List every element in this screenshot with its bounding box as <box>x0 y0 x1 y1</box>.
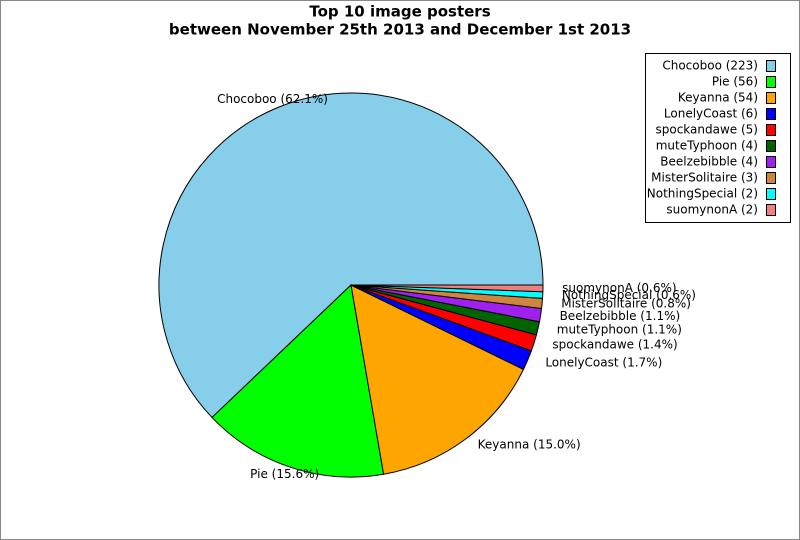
legend-swatch <box>766 60 776 72</box>
legend-swatch <box>766 156 776 168</box>
slice-label: Keyanna (15.0%) <box>478 437 581 451</box>
chart-subtitle: between November 25th 2013 and December … <box>169 21 631 39</box>
legend-swatch <box>766 92 776 104</box>
pie-slice <box>350 284 544 293</box>
legend-label: spockandawe (5) <box>656 123 759 137</box>
slice-label: LonelyCoast (1.7%) <box>545 356 662 370</box>
legend-swatch <box>766 172 776 184</box>
pie-slice <box>211 283 385 478</box>
slice-label: NothingSpecial (0.6%) <box>562 288 696 302</box>
legend-label: Chocoboo (223) <box>662 59 758 73</box>
legend-label: Beelzebibble (4) <box>660 155 758 169</box>
legend-swatch <box>766 188 776 200</box>
legend-label: Pie (56) <box>712 75 758 89</box>
slice-label: Pie (15.6%) <box>250 467 319 481</box>
chart-title: Top 10 image posters <box>309 3 490 21</box>
legend-swatch <box>766 140 776 152</box>
pie-slice <box>158 92 544 419</box>
slice-label: spockandawe (1.4%) <box>552 338 677 352</box>
legend-swatch <box>766 76 776 88</box>
pie-slice <box>350 284 525 475</box>
legend-label: NothingSpecial (2) <box>647 187 758 201</box>
slice-label: Chocoboo (62.1%) <box>217 92 328 106</box>
legend-label: muteTyphoon (4) <box>656 139 758 153</box>
slice-label: suomynonA (0.6%) <box>562 281 676 295</box>
legend-swatch <box>766 124 776 136</box>
legend-label: MisterSolitaire (3) <box>651 171 758 185</box>
slice-label: muteTyphoon (1.1%) <box>557 323 682 337</box>
legend-swatch <box>766 108 776 120</box>
legend-label: LonelyCoast (6) <box>664 107 758 121</box>
slice-label: Beelzebibble (1.1%) <box>560 309 681 323</box>
legend-swatch <box>766 204 776 216</box>
legend-label: suomynonA (2) <box>666 203 758 217</box>
legend-label: Keyanna (54) <box>678 91 758 105</box>
slice-label: MisterSolitaire (0.8%) <box>561 297 691 311</box>
